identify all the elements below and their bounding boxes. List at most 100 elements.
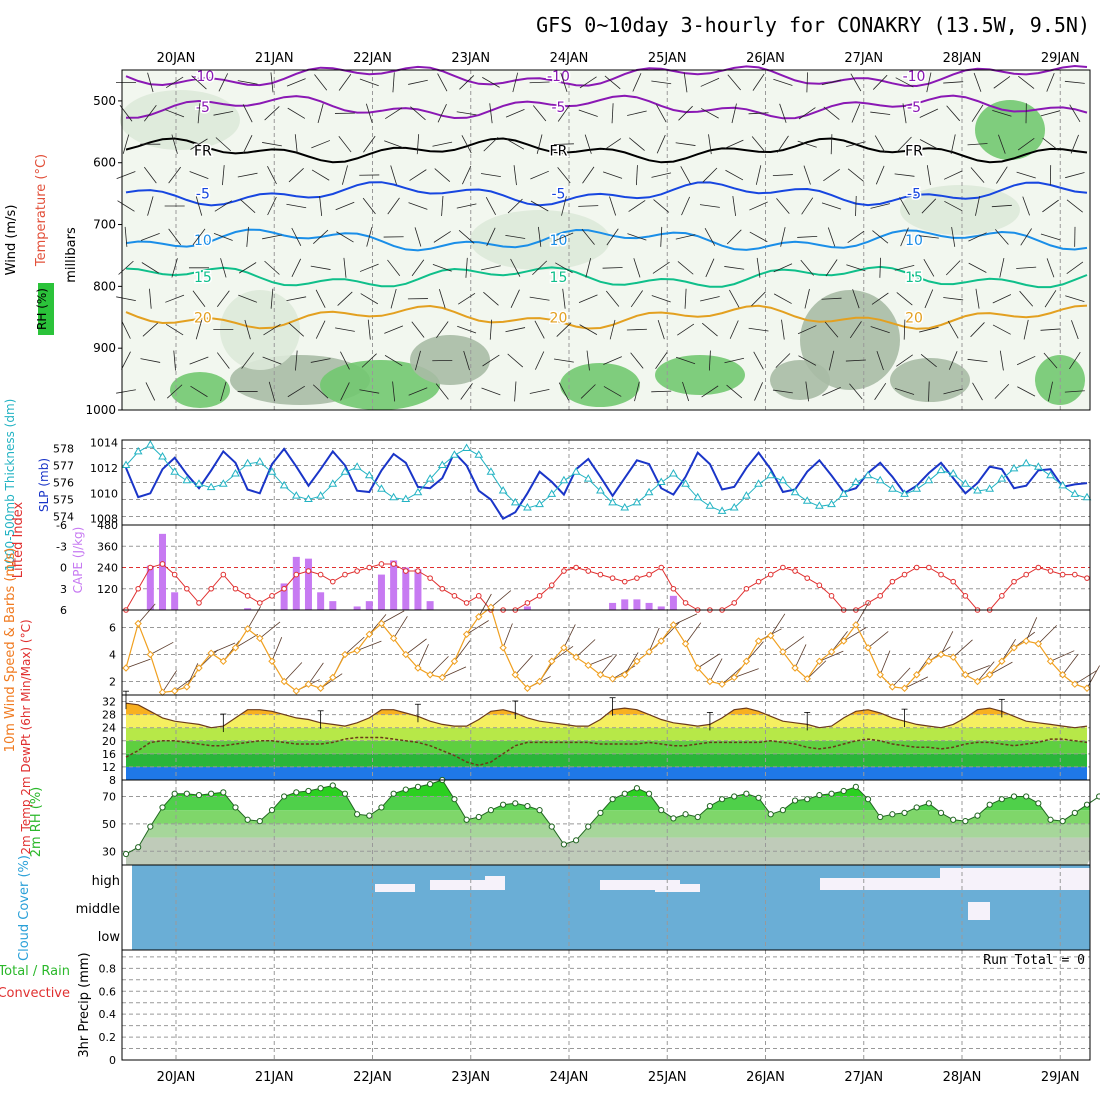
wind-barb [529, 81, 550, 84]
cape-bar [146, 565, 154, 610]
wind-barb [268, 381, 276, 402]
y-tick-label: 1000 [85, 403, 116, 417]
wind-barb [724, 266, 745, 270]
thickness-point [985, 484, 995, 492]
rh-legend-swatch [38, 283, 54, 335]
wind-barb [1070, 134, 1079, 154]
wind-barb [773, 263, 793, 273]
thickness-point [778, 475, 788, 484]
wind-speed-point [669, 621, 678, 629]
wind-barb [554, 232, 574, 242]
wind-speed-point [681, 640, 690, 648]
wind-speed-point [596, 671, 605, 679]
wind-barb [578, 294, 598, 304]
wind-barb [900, 227, 909, 247]
wind-barb [242, 135, 253, 154]
rh-point [621, 790, 628, 797]
wind-barb [165, 109, 185, 118]
isotherm-label: -10 [191, 69, 214, 85]
wind-barb [340, 382, 350, 401]
wind-speed-point [195, 664, 203, 672]
slp-tick-label: 1014 [90, 437, 118, 450]
date-label-top: 27JAN [844, 51, 883, 66]
wind-barb [121, 320, 131, 339]
wind-barb [677, 261, 694, 275]
wind-barb [1042, 199, 1059, 213]
wind-barb-10m [308, 662, 324, 685]
y-label-temperature: Temperature (°C) [34, 154, 49, 267]
wind-barb-10m [1062, 653, 1079, 676]
wind-barb [270, 72, 274, 93]
wind-barb [140, 358, 161, 363]
isotherm-line [125, 304, 1088, 330]
wind-barb [336, 231, 354, 243]
wind-barb [827, 227, 836, 247]
thickness-point [887, 484, 897, 492]
wind-barb [437, 104, 447, 123]
cape-bar [633, 599, 641, 610]
thickness-point [437, 460, 447, 468]
wind-barb [165, 76, 184, 89]
wind-barb [1065, 295, 1085, 303]
rh-point [950, 816, 957, 823]
wind-barb [270, 288, 274, 309]
isotherm-line [125, 181, 1088, 207]
wind-barb [919, 326, 939, 333]
wind-barb [312, 384, 329, 399]
li-point [780, 564, 786, 571]
isotherm-label: 10 [194, 233, 212, 249]
thickness-point [352, 462, 362, 470]
wind-barb [651, 390, 672, 393]
wind-barb [513, 165, 517, 186]
wind-barb [441, 195, 444, 217]
thickness-point [1070, 489, 1080, 497]
li-point [755, 578, 762, 585]
rh-point [597, 809, 604, 817]
wind-barb [945, 260, 961, 276]
wind-barb [462, 165, 472, 185]
wind-barb [627, 233, 647, 241]
wind-barb [341, 165, 348, 185]
thickness-tick-label: 576 [53, 477, 74, 490]
wind-speed-point [888, 683, 897, 691]
wind-barb [752, 73, 765, 91]
li-point [913, 564, 920, 571]
wind-barb [140, 232, 160, 241]
wind-barb [630, 290, 643, 308]
temp-tick-label: 28 [102, 709, 116, 722]
wind-barb [384, 325, 404, 334]
wind-barb [143, 105, 157, 122]
wind-barb [220, 381, 227, 402]
rh-point [329, 782, 336, 789]
wind-barb-10m [648, 627, 660, 652]
wind-barb-10m [393, 616, 408, 639]
li-point [731, 600, 738, 606]
slp-tick-label: 1010 [90, 487, 118, 500]
li-point [1047, 568, 1054, 574]
rh-point [889, 811, 896, 818]
y-label-wind: Wind (m/s) [4, 205, 19, 276]
wind-barb-10m [600, 654, 618, 676]
wind-barb-10m [855, 602, 870, 626]
rh-point [998, 796, 1005, 803]
li-point [804, 575, 811, 581]
wind-barb [748, 112, 769, 115]
wind-barb [553, 143, 574, 145]
wind-barb [605, 290, 620, 307]
wind-barb [609, 319, 616, 340]
wind-barb [457, 325, 477, 334]
panel-cape-lifted-index: 120 240 360 480 -6 -3 0 3 6 Lifted Index CAPE (J/k… [11, 501, 1091, 617]
wind-barb [928, 381, 930, 402]
temp-band [126, 727, 1087, 741]
thickness-point [912, 484, 922, 492]
panel-2m-rh: 30 50 70 2m RH (%) [29, 776, 1100, 866]
wind-barb [173, 350, 176, 371]
wind-barb [1040, 233, 1061, 241]
wind-barb [438, 289, 446, 309]
wind-barb [872, 74, 888, 90]
wind-barb [806, 72, 808, 93]
wind-barb [846, 264, 866, 272]
wind-barb [803, 165, 811, 185]
wind-barb [116, 389, 136, 394]
rh-patch [220, 290, 300, 370]
